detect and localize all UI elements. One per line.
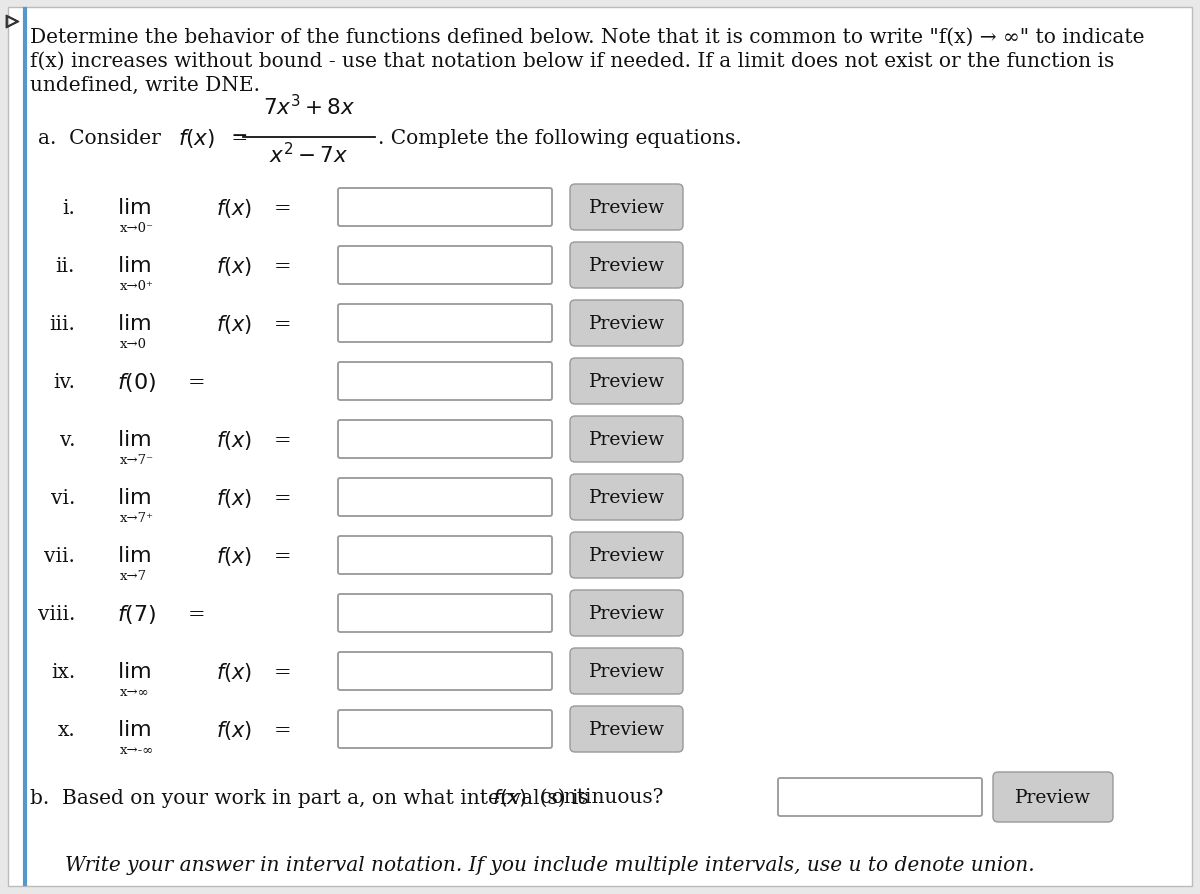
Text: $f(x)$: $f(x)$ <box>492 787 527 807</box>
Text: a.  Consider: a. Consider <box>38 129 167 148</box>
Text: i.: i. <box>62 198 74 217</box>
Text: x→7: x→7 <box>120 569 148 582</box>
FancyBboxPatch shape <box>570 185 683 231</box>
Text: Preview: Preview <box>588 431 665 449</box>
Text: =: = <box>188 603 205 623</box>
Text: $\lim$: $\lim$ <box>118 661 151 682</box>
Text: =: = <box>274 257 292 275</box>
Text: =: = <box>274 720 292 738</box>
FancyBboxPatch shape <box>338 363 552 401</box>
FancyBboxPatch shape <box>570 475 683 520</box>
Text: $\lim$: $\lim$ <box>118 486 151 509</box>
Text: $f(x)$: $f(x)$ <box>216 254 252 277</box>
Text: $\lim$: $\lim$ <box>118 718 151 740</box>
FancyBboxPatch shape <box>570 533 683 578</box>
Text: b.  Based on your work in part a, on what interval(s) is: b. Based on your work in part a, on what… <box>30 788 595 807</box>
Text: $f(7)$: $f(7)$ <box>118 602 156 625</box>
Text: Write your answer in interval notation. If you include multiple intervals, use u: Write your answer in interval notation. … <box>65 856 1034 874</box>
FancyBboxPatch shape <box>338 595 552 632</box>
Text: $f(x)$: $f(x)$ <box>216 486 252 509</box>
Text: Preview: Preview <box>588 257 665 274</box>
Text: Preview: Preview <box>588 315 665 333</box>
Text: $f(x)$: $f(x)$ <box>216 544 252 567</box>
Text: $f(x)$: $f(x)$ <box>216 312 252 335</box>
Text: $\lim$: $\lim$ <box>118 544 151 567</box>
Text: x→7⁻: x→7⁻ <box>120 453 154 467</box>
FancyBboxPatch shape <box>570 706 683 752</box>
Text: =: = <box>226 129 248 148</box>
Text: $f(x)$: $f(x)$ <box>178 126 215 149</box>
FancyBboxPatch shape <box>8 8 1192 886</box>
Text: x→7⁺: x→7⁺ <box>120 511 154 525</box>
FancyBboxPatch shape <box>570 590 683 637</box>
Text: f(x) increases without bound - use that notation below if needed. If a limit doe: f(x) increases without bound - use that … <box>30 52 1115 71</box>
Text: $\lim$: $\lim$ <box>118 255 151 276</box>
Text: $\lim$: $\lim$ <box>118 197 151 219</box>
Text: x→0⁺: x→0⁺ <box>120 280 154 292</box>
FancyBboxPatch shape <box>338 305 552 342</box>
FancyBboxPatch shape <box>570 358 683 405</box>
Text: continuous?: continuous? <box>534 788 664 806</box>
Text: vi.: vi. <box>50 488 74 507</box>
Text: $f(x)$: $f(x)$ <box>216 660 252 683</box>
Text: x→∞: x→∞ <box>120 685 150 698</box>
Text: Preview: Preview <box>588 662 665 680</box>
Text: . Complete the following equations.: . Complete the following equations. <box>378 129 742 148</box>
Text: $\lim$: $\lim$ <box>118 313 151 334</box>
Text: x→-∞: x→-∞ <box>120 743 155 756</box>
Text: x→0⁻: x→0⁻ <box>120 222 154 235</box>
FancyBboxPatch shape <box>338 710 552 748</box>
Text: $f(x)$: $f(x)$ <box>216 718 252 740</box>
FancyBboxPatch shape <box>570 417 683 462</box>
Text: $7x^3 + 8x$: $7x^3 + 8x$ <box>263 95 355 120</box>
Text: iv.: iv. <box>53 372 74 391</box>
Text: $f(x)$: $f(x)$ <box>216 428 252 451</box>
Text: viii.: viii. <box>37 603 74 623</box>
Text: $x^2 - 7x$: $x^2 - 7x$ <box>269 143 349 168</box>
FancyBboxPatch shape <box>338 420 552 459</box>
Text: undefined, write DNE.: undefined, write DNE. <box>30 76 260 95</box>
Text: Determine the behavior of the functions defined below. Note that it is common to: Determine the behavior of the functions … <box>30 28 1145 47</box>
Text: x→0: x→0 <box>120 338 148 350</box>
Text: Preview: Preview <box>588 198 665 216</box>
Text: x.: x. <box>58 720 74 738</box>
Text: =: = <box>274 662 292 680</box>
Text: v.: v. <box>60 430 74 449</box>
FancyBboxPatch shape <box>338 247 552 284</box>
Text: ix.: ix. <box>50 662 74 680</box>
Text: =: = <box>188 372 205 391</box>
Text: Preview: Preview <box>588 488 665 506</box>
Text: =: = <box>274 314 292 333</box>
FancyBboxPatch shape <box>338 189 552 227</box>
FancyBboxPatch shape <box>570 300 683 347</box>
FancyBboxPatch shape <box>778 778 982 816</box>
Text: =: = <box>274 546 292 565</box>
FancyBboxPatch shape <box>338 536 552 574</box>
FancyBboxPatch shape <box>338 653 552 690</box>
Text: $f(0)$: $f(0)$ <box>118 370 156 393</box>
FancyBboxPatch shape <box>338 478 552 517</box>
Text: vii.: vii. <box>44 546 74 565</box>
Text: iii.: iii. <box>49 314 74 333</box>
Text: Preview: Preview <box>588 721 665 738</box>
Text: Preview: Preview <box>588 546 665 564</box>
FancyBboxPatch shape <box>570 648 683 695</box>
Text: =: = <box>274 198 292 217</box>
Text: $\lim$: $\lim$ <box>118 428 151 451</box>
Text: Preview: Preview <box>1015 789 1091 806</box>
FancyBboxPatch shape <box>570 243 683 289</box>
FancyBboxPatch shape <box>994 772 1114 822</box>
Text: =: = <box>274 488 292 507</box>
Text: =: = <box>274 430 292 449</box>
Text: ii.: ii. <box>55 257 74 275</box>
Text: Preview: Preview <box>588 373 665 391</box>
Text: Preview: Preview <box>588 604 665 622</box>
Text: $f(x)$: $f(x)$ <box>216 197 252 219</box>
